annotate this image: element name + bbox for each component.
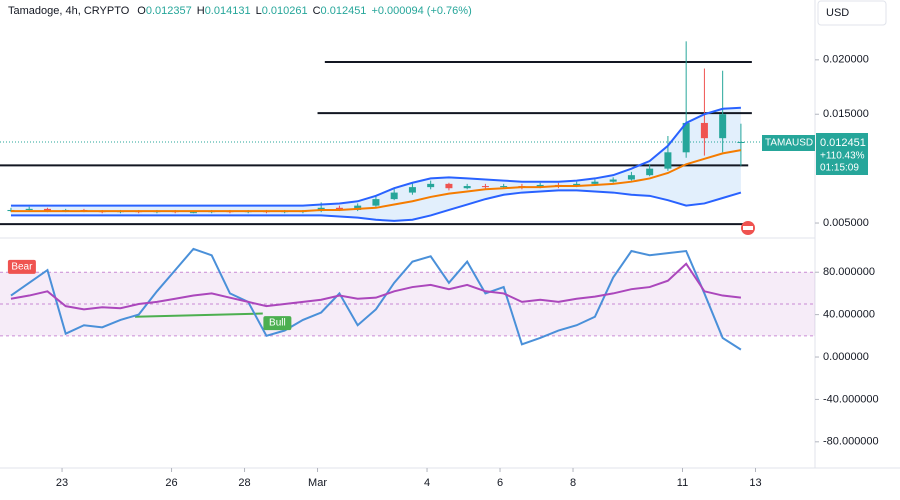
ohlc-label: H <box>197 5 205 17</box>
indicator-line <box>10 262 742 311</box>
candle-body <box>189 212 197 214</box>
x-tick-label: 28 <box>238 477 250 489</box>
signal-label: Bear <box>11 262 33 273</box>
candle-body <box>536 184 544 188</box>
ohlc-value: 0.010261 <box>262 5 308 17</box>
candle-body <box>646 168 654 176</box>
x-tick-label: 13 <box>749 477 761 489</box>
signal-tag <box>7 259 36 274</box>
price-tag-price: 0.012451 <box>820 137 866 149</box>
bollinger-upper <box>10 106 741 207</box>
x-tick-label: 4 <box>424 477 430 489</box>
candle-body <box>664 152 672 169</box>
price-tag <box>816 133 868 175</box>
candle-body <box>463 186 471 189</box>
candle-body <box>700 122 708 139</box>
candle-body <box>500 186 508 188</box>
change: +0.000094 (+0.76%) <box>371 5 471 17</box>
ohlc-label: O <box>137 5 146 17</box>
panes: 0.020000 0.015000 0.005000 23 26 28 Mar 4 6 8 11 13… <box>0 41 879 489</box>
indicator-line <box>10 247 742 351</box>
y-tick-label: 80.000000 <box>823 266 875 278</box>
bollinger-lower <box>10 189 742 222</box>
candle-body <box>43 208 51 212</box>
x-tick-label: 26 <box>165 477 177 489</box>
candle-body <box>372 199 380 206</box>
signal-label: Bull <box>269 318 286 329</box>
candle-body <box>335 207 343 210</box>
candle-body <box>591 181 599 184</box>
candle-body <box>609 179 617 182</box>
candle-body <box>682 122 690 153</box>
candle-body <box>481 186 489 188</box>
candle-body <box>408 187 416 193</box>
currency-button[interactable] <box>817 0 887 26</box>
divergence-line <box>135 312 263 318</box>
candle-body <box>25 208 33 210</box>
price-tag-change: +110.43% <box>820 151 865 162</box>
y-tick-label: 0.015000 <box>823 108 869 120</box>
y-tick-label: -80.000000 <box>823 436 879 448</box>
candle-body <box>390 192 398 200</box>
candle-body <box>427 183 435 188</box>
candle-body <box>445 183 453 189</box>
currency[interactable]: USD <box>826 7 849 19</box>
bollinger-mid <box>10 149 742 213</box>
ohlc-value: 0.014131 <box>205 5 251 17</box>
symbol-tag-text: TAMAUSD <box>765 138 813 149</box>
ohlc-value: 0.012451 <box>321 5 367 17</box>
y-tick-label: -40.000000 <box>823 393 879 405</box>
candle-body <box>719 114 727 139</box>
x-tick-label: 11 <box>677 477 688 489</box>
candle-body <box>627 175 635 180</box>
y-tick-label: 0.005000 <box>823 217 869 229</box>
x-tick-label: 8 <box>570 477 576 489</box>
y-tick-label: 0.000000 <box>823 351 869 363</box>
ohlc-label: C <box>313 5 321 17</box>
y-tick-label: 40.000000 <box>823 309 875 321</box>
ohlc-label: L <box>256 5 262 17</box>
price-tag-countdown: 01:15:09 <box>820 163 859 174</box>
x-tick-label: 23 <box>56 477 68 489</box>
ohlc-value: 0.012357 <box>146 5 192 17</box>
y-tick-label: 0.020000 <box>823 54 869 66</box>
x-tick-label: 6 <box>497 477 503 489</box>
legend-header: Tamadoge, 4h, CRYPTO O0.012357 H0.014131 L0… <box>8 5 472 17</box>
event-flag-stripe <box>743 226 753 230</box>
candle-body <box>737 141 745 143</box>
symbol-tag <box>762 135 815 151</box>
signal-tag <box>263 316 292 331</box>
x-tick-label: Mar <box>308 477 327 489</box>
candle-body <box>354 205 362 210</box>
candle-body <box>573 183 581 187</box>
symbol: Tamadoge, 4h, CRYPTO <box>8 5 130 17</box>
